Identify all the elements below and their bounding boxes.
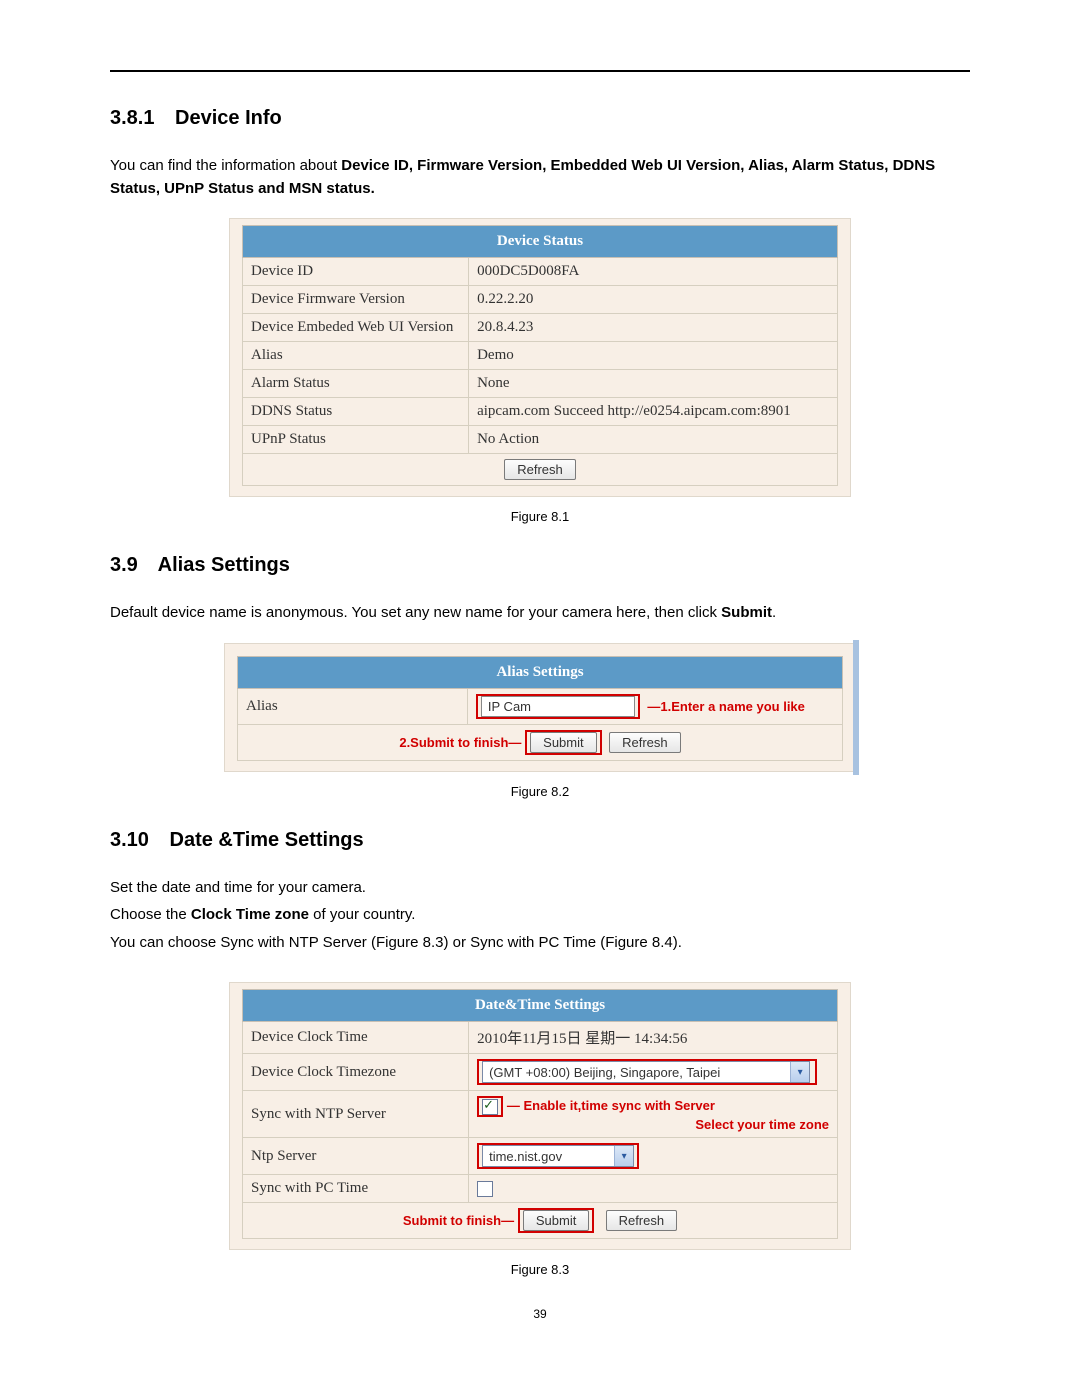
intro-alias: Default device name is anonymous. You se… — [110, 602, 970, 625]
heading-datetime-settings: 3.10 Date &Time Settings — [110, 829, 970, 852]
figure-caption: Figure 8.1 — [110, 509, 970, 524]
row-value: None — [469, 370, 838, 398]
row-label: Device ID — [243, 258, 469, 286]
chevron-down-icon: ▾ — [614, 1146, 633, 1166]
pc-sync-checkbox[interactable] — [477, 1181, 493, 1197]
alias-table: Alias Settings Alias IP Cam —1.Enter a n… — [237, 656, 843, 761]
submit-hint: Submit to finish— — [403, 1213, 514, 1228]
heading-title: Date &Time Settings — [170, 829, 364, 851]
ntp-hint: — Enable it,time sync with Server — [507, 1098, 715, 1113]
device-status-panel: Device Status Device ID000DC5D008FA Devi… — [229, 218, 851, 497]
intro-device-info: You can find the information about Devic… — [110, 155, 970, 200]
clock-time-label: Device Clock Time — [243, 1022, 469, 1054]
heading-title: Device Info — [175, 107, 282, 129]
heading-device-info: 3.8.1 Device Info — [110, 107, 970, 130]
heading-number: 3.9 — [110, 554, 138, 576]
alias-hint-2: 2.Submit to finish— — [399, 735, 521, 750]
ntp-server-select[interactable]: time.nist.gov ▾ — [482, 1145, 634, 1167]
tz-hint: Select your time zone — [695, 1117, 829, 1132]
figure-caption: Figure 8.2 — [110, 784, 970, 799]
submit-button[interactable]: Submit — [530, 732, 596, 753]
submit-button[interactable]: Submit — [523, 1210, 589, 1231]
chevron-down-icon: ▾ — [790, 1062, 809, 1082]
datetime-panel: Date&Time Settings Device Clock Time 201… — [229, 982, 851, 1250]
alias-label: Alias — [238, 688, 468, 724]
timezone-label: Device Clock Timezone — [243, 1054, 469, 1091]
pc-sync-label: Sync with PC Time — [243, 1175, 469, 1203]
clock-time-value: 2010年11月15日 星期一 14:34:56 — [469, 1022, 838, 1054]
row-value: aipcam.com Succeed http://e0254.aipcam.c… — [469, 398, 838, 426]
dt-line1: Set the date and time for your camera. — [110, 877, 970, 900]
row-label: DDNS Status — [243, 398, 469, 426]
datetime-header: Date&Time Settings — [243, 990, 838, 1022]
datetime-table: Date&Time Settings Device Clock Time 201… — [242, 989, 838, 1239]
row-label: Device Firmware Version — [243, 286, 469, 314]
heading-number: 3.10 — [110, 829, 149, 851]
row-value: Demo — [469, 342, 838, 370]
ntp-server-label: Ntp Server — [243, 1138, 469, 1175]
row-label: Alarm Status — [243, 370, 469, 398]
timezone-select[interactable]: (GMT +08:00) Beijing, Singapore, Taipei … — [482, 1061, 810, 1083]
device-status-header: Device Status — [243, 226, 838, 258]
row-value: 000DC5D008FA — [469, 258, 838, 286]
refresh-button[interactable]: Refresh — [606, 1210, 678, 1231]
figure-caption: Figure 8.3 — [110, 1262, 970, 1277]
refresh-button[interactable]: Refresh — [504, 459, 576, 480]
heading-number: 3.8.1 — [110, 107, 154, 129]
refresh-button[interactable]: Refresh — [609, 732, 681, 753]
row-label: Device Embeded Web UI Version — [243, 314, 469, 342]
row-value: 0.22.2.20 — [469, 286, 838, 314]
dt-line3: You can choose Sync with NTP Server (Fig… — [110, 932, 970, 955]
alias-panel: Alias Settings Alias IP Cam —1.Enter a n… — [224, 643, 856, 772]
dt-line2: Choose the Clock Time zone of your count… — [110, 904, 970, 927]
row-value: No Action — [469, 426, 838, 454]
heading-alias-settings: 3.9 Alias Settings — [110, 554, 970, 577]
heading-title: Alias Settings — [158, 554, 290, 576]
alias-input[interactable]: IP Cam — [481, 696, 635, 717]
row-label: UPnP Status — [243, 426, 469, 454]
alias-hint-1: —1.Enter a name you like — [647, 699, 805, 714]
device-status-table: Device Status Device ID000DC5D008FA Devi… — [242, 225, 838, 486]
alias-header: Alias Settings — [238, 656, 843, 688]
row-label: Alias — [243, 342, 469, 370]
ntp-sync-checkbox[interactable] — [482, 1099, 498, 1115]
page-number: 39 — [110, 1307, 970, 1321]
ntp-sync-label: Sync with NTP Server — [243, 1091, 469, 1138]
row-value: 20.8.4.23 — [469, 314, 838, 342]
